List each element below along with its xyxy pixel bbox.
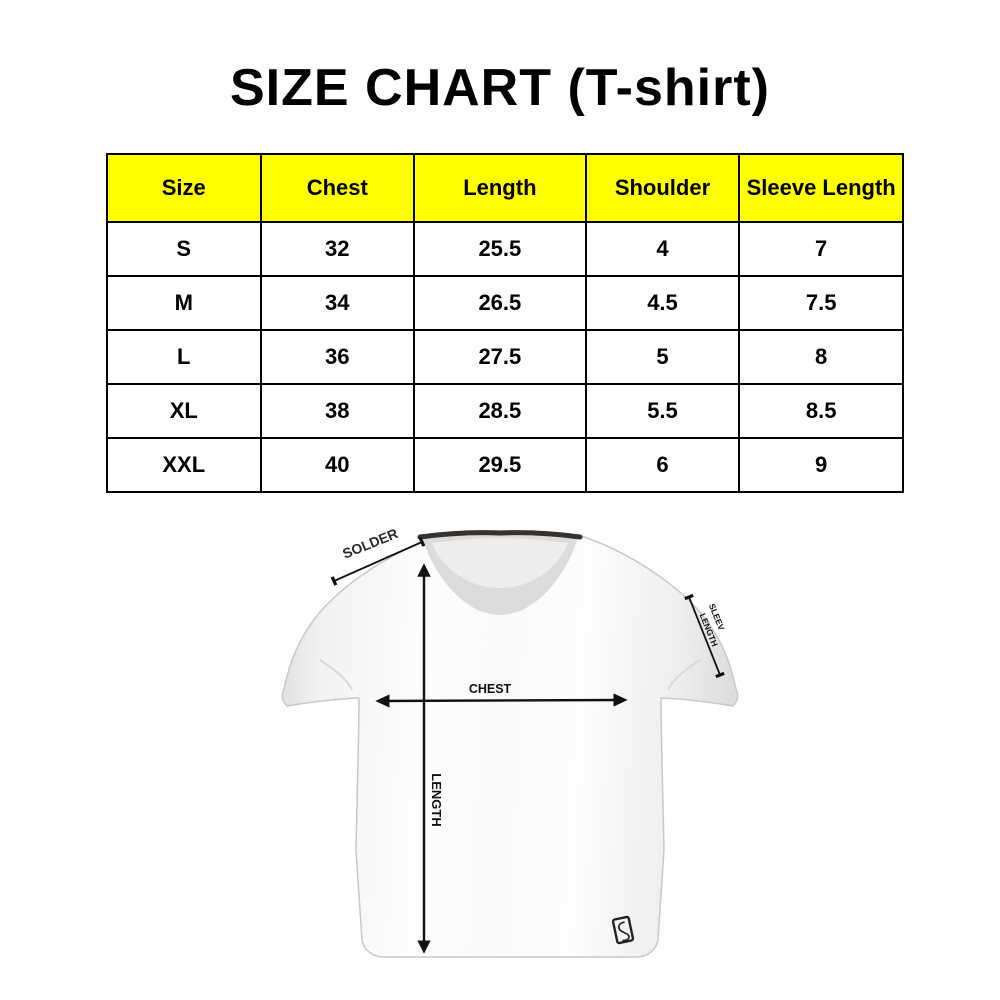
svg-text:LENGTH: LENGTH [429,773,444,826]
svg-text:CHEST: CHEST [469,682,512,696]
